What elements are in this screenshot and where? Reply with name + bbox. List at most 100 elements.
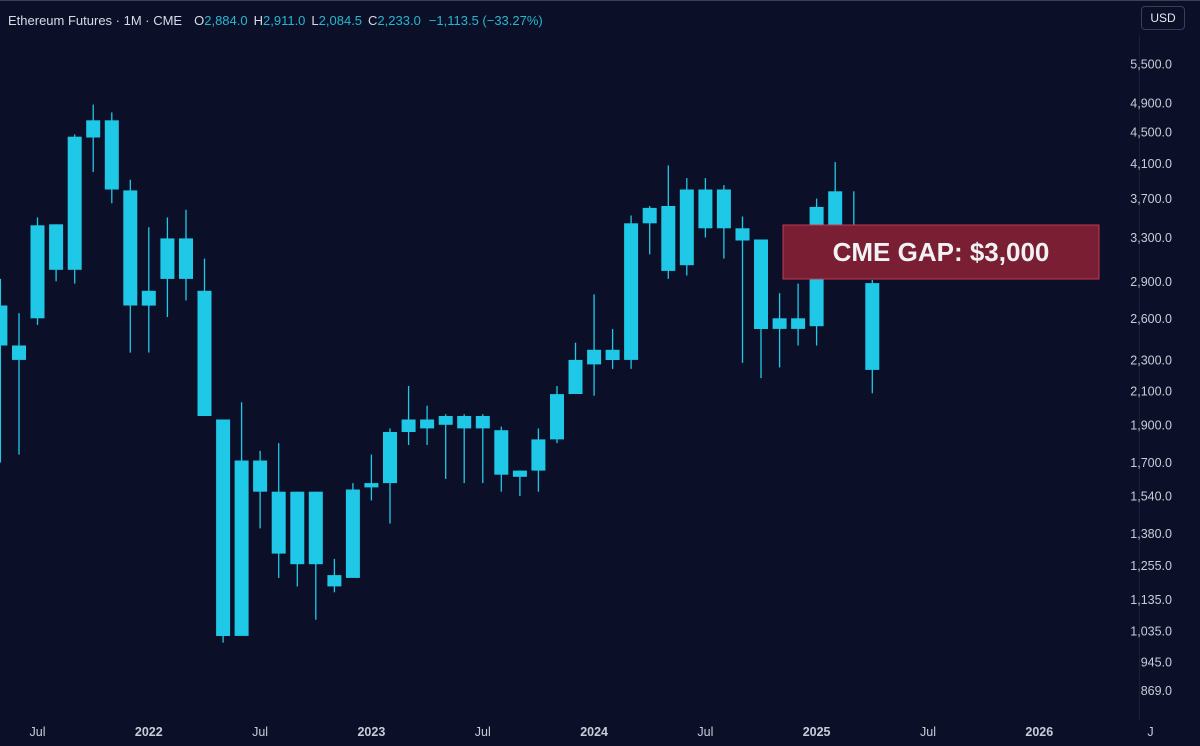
currency-button[interactable]: USD [1141, 6, 1185, 30]
time-tick-label: Jul [475, 725, 491, 739]
candle-body [550, 394, 564, 440]
candle-body [197, 290, 212, 416]
candle-body [624, 223, 639, 360]
candle-body [698, 189, 713, 229]
candle-body [104, 120, 119, 190]
candle[interactable] [438, 414, 453, 479]
price-tick-label: 945.0 [1141, 655, 1172, 669]
candle[interactable] [679, 178, 694, 276]
symbol-title[interactable]: Ethereum Futures · 1M · CME [8, 12, 183, 28]
candle-body [772, 318, 787, 329]
candle[interactable] [494, 426, 509, 492]
candle-body [735, 228, 750, 241]
candle[interactable] [179, 209, 193, 301]
candle-body [438, 416, 453, 425]
close-value: 2,233.0 [377, 12, 421, 28]
candle[interactable] [698, 178, 713, 238]
candle[interactable] [624, 215, 639, 369]
candle[interactable] [345, 483, 360, 578]
candle[interactable] [531, 428, 546, 492]
candle[interactable] [271, 443, 286, 578]
candle[interactable] [383, 428, 397, 524]
time-tick-label: Jul [30, 725, 46, 739]
candle[interactable] [0, 278, 8, 463]
candle-body [49, 224, 64, 270]
time-axis[interactable]: Jul 2022 Jul 2023 Jul 2024 Jul 2025 Jul 2026 J [30, 725, 1154, 739]
candle-body [253, 460, 268, 492]
price-tick-label: 2,100.0 [1130, 384, 1172, 398]
candle[interactable] [420, 405, 435, 445]
cme-gap-box[interactable] [782, 224, 1100, 280]
candle-body [661, 206, 676, 271]
candle[interactable] [791, 283, 806, 346]
candle[interactable] [141, 227, 156, 353]
candle[interactable] [512, 470, 527, 497]
candle[interactable] [735, 216, 750, 363]
candle[interactable] [828, 162, 843, 228]
candle[interactable] [642, 206, 657, 255]
candle[interactable] [550, 386, 564, 444]
candle-body [605, 349, 620, 360]
candle[interactable] [327, 558, 342, 593]
price-tick-label: 1,700.0 [1130, 456, 1172, 470]
symbol-header: Ethereum Futures · 1M · CME O 2,884.0 H 2,… [8, 11, 543, 29]
candle[interactable] [772, 293, 787, 368]
candle[interactable] [754, 239, 768, 379]
price-tick-label: 4,900.0 [1130, 97, 1172, 111]
close-label: C [368, 12, 378, 28]
candle-body [420, 419, 435, 429]
time-tick-label: 2026 [1025, 725, 1053, 739]
cme-gap-annotation[interactable]: CME GAP: $3,000 [782, 224, 1100, 280]
candle[interactable] [104, 112, 119, 204]
candle[interactable] [401, 386, 416, 445]
candle[interactable] [716, 185, 731, 259]
open-label: O [194, 12, 205, 28]
time-tick-label: Jul [697, 725, 713, 739]
open-value: 2,884.0 [204, 12, 248, 28]
low-label: L [311, 12, 319, 28]
candle-body [234, 460, 249, 636]
candle-body [587, 349, 602, 365]
candle[interactable] [568, 342, 583, 395]
candle-body [512, 470, 527, 477]
candle[interactable] [605, 328, 620, 369]
candle[interactable] [364, 454, 379, 501]
candle-body [141, 290, 156, 306]
price-tick-label: 869.0 [1141, 684, 1172, 698]
candles-group [0, 104, 880, 643]
candle-body [865, 283, 880, 370]
candle[interactable] [86, 104, 101, 173]
candle[interactable] [197, 258, 212, 416]
time-tick-label: Jul [252, 725, 268, 739]
candle[interactable] [865, 280, 880, 394]
candle[interactable] [457, 414, 472, 484]
candle-body [179, 238, 193, 279]
candle-body [754, 239, 768, 329]
high-label: H [253, 12, 263, 28]
price-tick-label: 1,900.0 [1130, 418, 1172, 432]
candle[interactable] [216, 419, 231, 643]
candle[interactable] [308, 491, 323, 620]
candle-body [401, 419, 416, 432]
time-tick-label: 2023 [357, 725, 385, 739]
candle-body [679, 189, 694, 266]
candle[interactable] [290, 491, 305, 587]
candle[interactable] [123, 179, 138, 353]
candle[interactable] [160, 217, 175, 317]
candle[interactable] [234, 402, 249, 636]
candle[interactable] [475, 414, 490, 484]
price-axis[interactable]: 5,500.0 4,900.0 4,500.0 4,100.0 3,700.0 3,300… [1130, 58, 1172, 698]
candle[interactable] [49, 224, 64, 282]
candle[interactable] [661, 165, 676, 279]
candle-body [716, 189, 731, 229]
candle[interactable] [67, 134, 82, 284]
candle[interactable] [253, 450, 268, 529]
candle[interactable] [587, 294, 602, 396]
candle-body [494, 430, 509, 475]
price-tick-label: 1,135.0 [1130, 593, 1172, 607]
candle[interactable] [30, 217, 45, 325]
candle-body [383, 432, 397, 484]
price-tick-label: 1,255.0 [1130, 559, 1172, 573]
candle[interactable] [12, 313, 26, 455]
